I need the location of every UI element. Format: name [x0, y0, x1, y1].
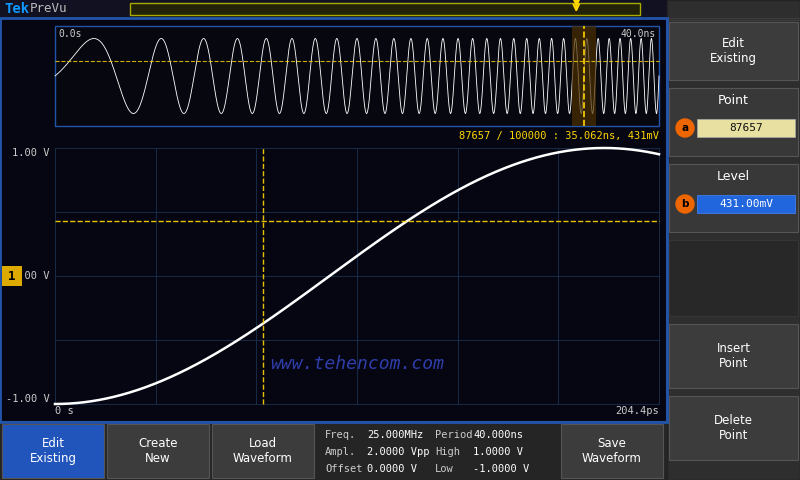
Circle shape	[676, 119, 694, 137]
Text: Delete
Point: Delete Point	[714, 414, 753, 442]
Text: a: a	[682, 123, 689, 133]
Bar	[2, 266, 22, 286]
Text: Period: Period	[435, 430, 473, 440]
Bar	[669, 324, 798, 388]
Text: Ampl.: Ampl.	[325, 447, 356, 457]
Bar	[571, 26, 595, 126]
Bar	[669, 164, 798, 232]
Circle shape	[676, 195, 694, 213]
Text: Freq.: Freq.	[325, 430, 356, 440]
Bar	[669, 22, 798, 80]
Bar	[107, 424, 209, 478]
Bar	[667, 0, 800, 480]
Bar	[0, 0, 800, 18]
Text: 204.4ps: 204.4ps	[615, 406, 659, 416]
Text: Create
New: Create New	[138, 437, 178, 465]
Text: Save
Waveform: Save Waveform	[582, 437, 642, 465]
Bar	[0, 18, 667, 422]
Text: 431.00mV: 431.00mV	[719, 199, 773, 209]
Text: b: b	[682, 199, 689, 209]
Text: 0.0s: 0.0s	[58, 29, 82, 39]
Text: -1.0000 V: -1.0000 V	[473, 464, 530, 474]
Bar	[130, 3, 640, 15]
Text: 1.00 V: 1.00 V	[13, 148, 50, 158]
Text: Low: Low	[435, 464, 454, 474]
Text: PreVu: PreVu	[30, 2, 67, 15]
Text: Edit
Existing: Edit Existing	[30, 437, 77, 465]
Text: 2.0000 Vpp: 2.0000 Vpp	[367, 447, 430, 457]
Text: 40.0ns: 40.0ns	[621, 29, 656, 39]
Text: Level: Level	[717, 169, 750, 182]
Bar	[0, 18, 667, 422]
Bar	[561, 424, 663, 478]
Text: Load
Waveform: Load Waveform	[233, 437, 293, 465]
Text: Offset: Offset	[325, 464, 362, 474]
Text: Tek: Tek	[4, 2, 29, 16]
Bar	[697, 119, 795, 137]
Text: Insert
Point: Insert Point	[717, 342, 750, 370]
Text: 0.0000 V: 0.0000 V	[367, 464, 417, 474]
Text: 87657 / 100000 : 35.062ns, 431mV: 87657 / 100000 : 35.062ns, 431mV	[459, 131, 659, 141]
Bar	[669, 88, 798, 156]
Text: 1.0000 V: 1.0000 V	[473, 447, 523, 457]
Bar	[55, 26, 659, 126]
Text: Edit
Existing: Edit Existing	[710, 37, 757, 65]
Bar	[0, 422, 667, 480]
Text: www.tehencom.com: www.tehencom.com	[270, 355, 444, 373]
Text: 0.00 V: 0.00 V	[13, 271, 50, 281]
Bar	[669, 240, 798, 316]
Bar	[697, 195, 795, 213]
Bar	[212, 424, 314, 478]
Bar	[2, 424, 104, 478]
Text: 0 s: 0 s	[55, 406, 74, 416]
Text: Point: Point	[718, 94, 749, 107]
Text: 87657: 87657	[729, 123, 763, 133]
Text: -1.00 V: -1.00 V	[6, 394, 50, 404]
Text: 40.000ns: 40.000ns	[473, 430, 523, 440]
Text: High: High	[435, 447, 460, 457]
Text: 1: 1	[8, 269, 16, 283]
Bar	[669, 396, 798, 460]
Text: 25.000MHz: 25.000MHz	[367, 430, 423, 440]
